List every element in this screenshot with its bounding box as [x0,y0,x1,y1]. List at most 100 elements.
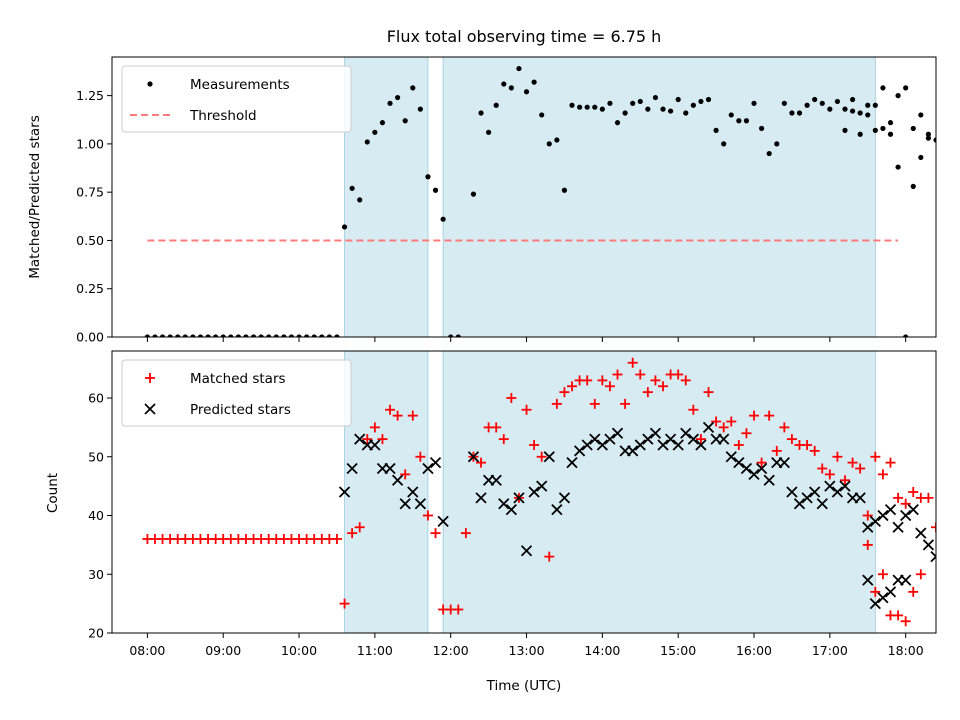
matched-stars-point [385,404,396,415]
predicted-stars-point [854,492,866,504]
measurements-point [736,118,742,124]
predicted-stars-point [809,486,821,498]
x-tick-label: 12:00 [433,643,469,658]
measurements-point [425,174,431,180]
predicted-stars-point [687,433,699,445]
measurements-point [448,334,454,337]
matched-stars-point [779,422,790,433]
matched-stars-point [726,416,737,427]
predicted-stars-point [816,498,828,510]
matched-stars-point [915,569,926,580]
measurements-point [577,104,583,110]
predicted-stars-point [354,433,366,445]
x-b [877,509,889,522]
y-tick-label: 0.00 [76,330,104,345]
measurements-point [849,96,856,103]
measurements-point [857,131,863,137]
matched-stars-point [870,586,881,597]
measurements-point [379,120,386,126]
x-b [505,503,517,516]
matched-stars-point [741,428,752,439]
predicted-stars-point [642,433,654,445]
x-a [930,550,936,558]
measurements-point [395,94,401,101]
x-b [900,574,912,586]
matched-stars-point [908,487,919,497]
legend-marker-dot [147,81,153,87]
measurements-point [645,106,651,112]
measurements-point [637,98,643,105]
x-b [786,486,798,498]
matched-stars-point [893,610,904,621]
matched-stars-point [877,569,888,580]
measurements-point [925,135,932,141]
measurements-point [311,334,317,337]
predicted-stars-point [346,462,358,475]
measurements-point [743,118,750,124]
matched-stars-point [498,434,509,445]
x-b [862,521,874,533]
matched-stars-point [733,440,744,450]
x-b [831,486,844,498]
x-b [915,527,927,539]
legend-label: Threshold [189,108,257,124]
predicted-stars-point [414,498,427,510]
measurements-point [235,334,241,337]
measurements-point [918,154,924,161]
predicted-stars-point [869,597,881,610]
x-b [793,498,806,510]
x-b [589,433,601,445]
matched-stars-point [521,404,532,415]
matched-stars-point [347,528,358,539]
predicted-stars-point [596,439,608,451]
measurements-point [486,129,492,135]
x-b [824,480,836,492]
measurements-point [539,112,545,118]
measurements-point [675,96,681,103]
x-b [680,427,692,439]
measurements-point [660,106,666,112]
measurements-point [554,137,560,143]
predicted-stars-point [884,503,897,516]
measurements-point [144,334,150,337]
x-b [869,515,881,528]
measurements-point [652,94,659,101]
x-b [543,451,555,463]
x-b [354,433,366,445]
measurements-point [569,102,575,108]
predicted-stars-point [862,521,874,533]
measurements-point [705,96,712,103]
matched-stars-point [392,410,403,421]
x-b [384,462,396,475]
bottom-y-axis-label: Count [45,473,61,513]
x-tick-label: 18:00 [888,643,924,658]
measurements-point [159,334,166,337]
x-b [558,492,571,504]
x-tick-label: 08:00 [129,643,165,658]
measurements-point [531,79,537,85]
measurements-point [849,108,856,114]
measurements-point [933,137,936,143]
x-b [839,480,851,492]
matched-stars-point [331,534,342,544]
x-b [869,597,881,610]
legend-box [121,65,352,133]
measurements-point [288,334,295,337]
bottom-x-axis-label: Time (UTC) [486,678,562,694]
x-b [862,574,874,586]
measurements-point [258,334,264,337]
matched-stars-point [908,586,919,597]
x-b [634,439,646,451]
predicted-stars-point [551,503,563,516]
measurements-point [834,98,841,105]
predicted-stars-point [437,515,449,528]
measurements-point [781,100,787,106]
x-b [718,433,730,445]
matched-stars-point [604,381,615,392]
matched-stars-point [900,616,911,627]
predicted-stars-point [763,474,775,486]
x-b [498,498,510,510]
y-tick-label: 0.50 [76,233,104,248]
matched-stars-point [354,522,365,533]
measurements-point [865,102,871,108]
